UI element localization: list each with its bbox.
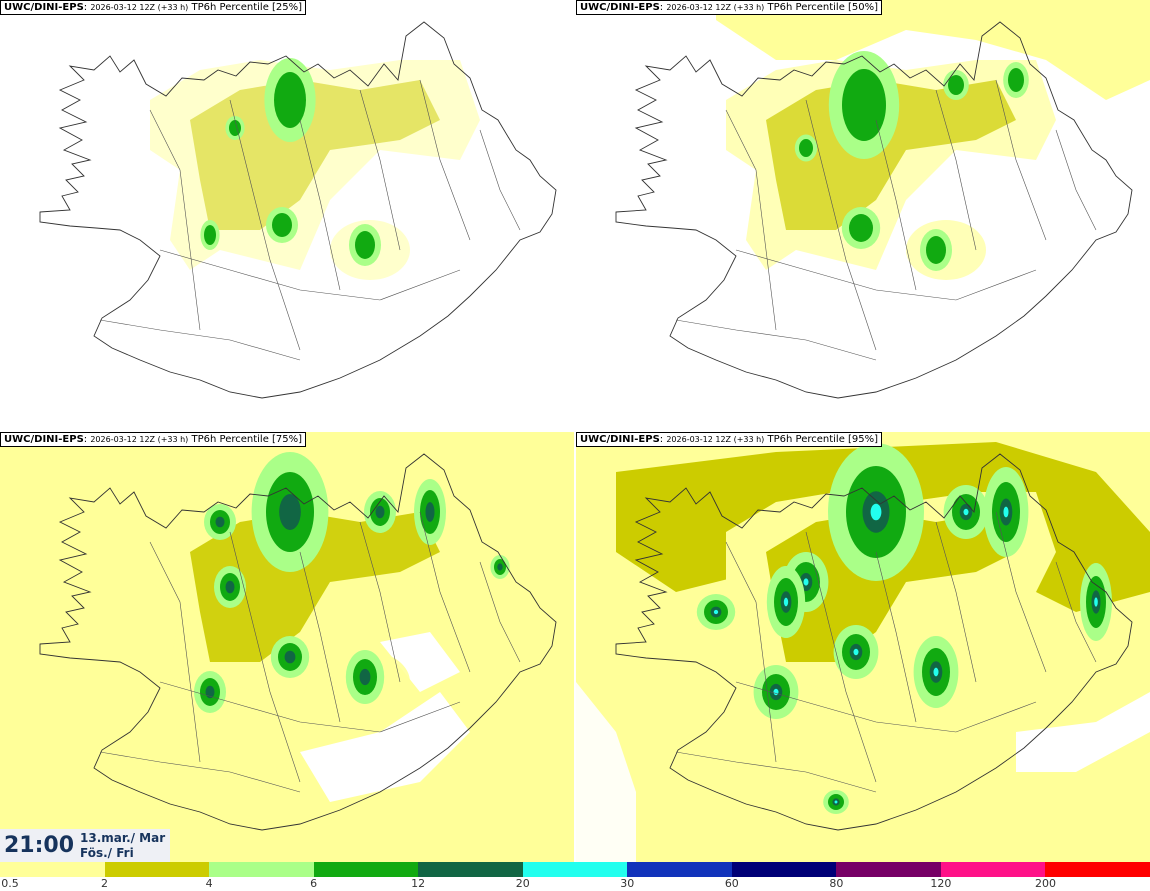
run-time: 2026-03-12 12Z (+33 h) <box>90 435 189 444</box>
colorbar-tick-label: 60 <box>724 877 739 890</box>
model-name: UWC/DINI-EPS <box>4 434 84 445</box>
coastline <box>39 21 557 399</box>
colorbar-tick-label: 4 <box>205 877 213 890</box>
run-time: 2026-03-12 12Z (+33 h) <box>666 435 765 444</box>
colorbar-segment <box>209 862 314 877</box>
colorbar-tick-label: 20 <box>515 877 530 890</box>
valid-weekday: Fös./ Fri <box>80 846 134 860</box>
precip-field <box>716 0 1150 280</box>
colorbar-segment <box>418 862 523 877</box>
precip-map-p50 <box>615 0 1150 399</box>
model-name: UWC/DINI-EPS <box>580 434 660 445</box>
precip-colorbar <box>0 862 1150 877</box>
colorbar-segment <box>940 862 1046 877</box>
field-name: TP6h Percentile [75%] <box>191 434 303 445</box>
panel-title-p50: UWC/DINI-EPS: 2026-03-12 12Z (+33 h) TP6… <box>576 0 883 15</box>
coastline <box>615 453 1133 831</box>
model-name: UWC/DINI-EPS <box>4 2 84 13</box>
colorbar-segment <box>0 862 105 877</box>
run-time: 2026-03-12 12Z (+33 h) <box>90 3 189 12</box>
valid-date: 13.mar./ Mar <box>80 831 166 845</box>
map-panel-p75: UWC/DINI-EPS: 2026-03-12 12Z (+33 h) TP6… <box>0 432 574 862</box>
colorbar-tick-label: 6 <box>310 877 318 890</box>
panel-title-p25: UWC/DINI-EPS: 2026-03-12 12Z (+33 h) TP6… <box>0 0 307 15</box>
precip-map-p25 <box>39 21 557 399</box>
colorbar-tick-label: 2 <box>101 877 109 890</box>
colorbar-tick-label: 30 <box>620 877 635 890</box>
precip-map-p95 <box>576 432 1150 862</box>
colorbar-segment <box>313 862 419 877</box>
colorbar-segment <box>522 862 628 877</box>
colorbar-tick-label: 80 <box>829 877 844 890</box>
colorbar-segment <box>1045 862 1150 877</box>
precip-field <box>576 432 1150 862</box>
colorbar-tick-label: 12 <box>411 877 426 890</box>
panel-title-p95: UWC/DINI-EPS: 2026-03-12 12Z (+33 h) TP6… <box>576 432 883 447</box>
run-time: 2026-03-12 12Z (+33 h) <box>666 3 765 12</box>
colorbar-segment <box>731 862 837 877</box>
precip-field <box>150 58 480 280</box>
map-panel-p95: UWC/DINI-EPS: 2026-03-12 12Z (+33 h) TP6… <box>576 432 1150 862</box>
precip-map-p75 <box>0 432 574 862</box>
colorbar-tick-label: 200 <box>1034 877 1056 890</box>
map-panel-p25: UWC/DINI-EPS: 2026-03-12 12Z (+33 h) TP6… <box>0 0 574 430</box>
field-name: TP6h Percentile [50%] <box>767 2 879 13</box>
colorbar-tick-label: 120 <box>930 877 952 890</box>
precip-field <box>0 432 574 862</box>
field-name: TP6h Percentile [25%] <box>191 2 303 13</box>
model-name: UWC/DINI-EPS <box>580 2 660 13</box>
colorbar-ticks: 0.5 2 4 6 12 20 30 60 80 120 200 <box>0 877 1150 891</box>
map-panel-p50: UWC/DINI-EPS: 2026-03-12 12Z (+33 h) TP6… <box>576 0 1150 430</box>
field-name: TP6h Percentile [95%] <box>767 434 879 445</box>
colorbar-tick-label: 0.5 <box>1 877 19 890</box>
colorbar-segment <box>627 862 732 877</box>
coastline <box>39 453 557 831</box>
coastline <box>615 21 1133 399</box>
colorbar-segment <box>104 862 210 877</box>
colorbar-segment <box>836 862 941 877</box>
valid-clock: 21:00 <box>4 833 75 858</box>
panel-title-p75: UWC/DINI-EPS: 2026-03-12 12Z (+33 h) TP6… <box>0 432 307 447</box>
valid-time-box: 21:00 13.mar./ Mar Fös./ Fri <box>0 829 170 862</box>
